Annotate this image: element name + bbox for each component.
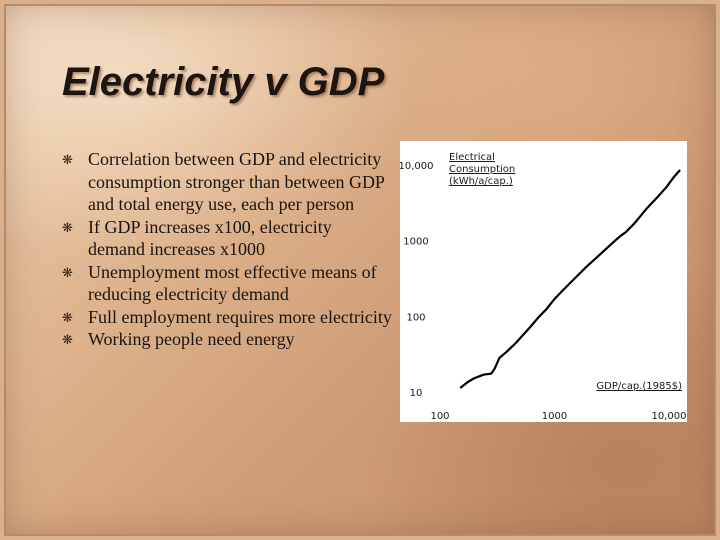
y-axis-label-line: (kWh/a/cap.)	[449, 176, 513, 187]
chart-panel: Electrical Consumption (kWh/a/cap.) 10,000…	[400, 141, 687, 422]
sparkle-bullet-icon: ❋	[62, 152, 73, 167]
bullet-item: ❋ Unemployment most effective means of re…	[62, 261, 392, 306]
bullet-text: Working people need energy	[88, 329, 295, 349]
y-tick-label: 1000	[403, 237, 428, 248]
bullet-text: Correlation between GDP and electricity …	[88, 149, 385, 214]
x-axis-label: GDP/cap.(1985$)	[596, 381, 682, 392]
bullet-item: ❋ Full employment requires more electrici…	[62, 306, 392, 329]
y-tick-label: 10,000	[400, 161, 434, 172]
bullet-item: ❋ If GDP increases x100, electricity dema…	[62, 216, 392, 261]
bullet-item: ❋ Correlation between GDP and electricity…	[62, 148, 392, 216]
sparkle-bullet-icon: ❋	[62, 309, 73, 325]
sparkle-bullet-icon: ❋	[62, 219, 73, 235]
series-line	[459, 169, 681, 389]
sparkle-bullet-icon: ❋	[62, 332, 73, 347]
bullet-text: If GDP increases x100, electricity deman…	[88, 216, 332, 260]
y-tick-label: 100	[406, 312, 425, 323]
bullet-list: ❋ Correlation between GDP and electricity…	[62, 148, 392, 351]
y-axis-label-line: Consumption	[449, 164, 515, 175]
x-tick-label: 10,000	[651, 411, 686, 422]
bullet-text: Full employment requires more electricit…	[88, 306, 392, 327]
y-tick-label: 10	[410, 388, 423, 399]
y-axis-label-line: Electrical	[449, 152, 495, 163]
slide-title: Electricity v GDP	[62, 60, 385, 104]
series-lines	[459, 169, 681, 389]
x-tick-labels: 100 1000 10,000	[430, 411, 686, 422]
y-tick-labels: 10,000 1000 100 10	[400, 161, 434, 399]
bullet-text: Unemployment most effective means of red…	[88, 261, 377, 305]
sparkle-bullet-icon: ❋	[62, 264, 73, 280]
bullet-item: ❋ Working people need energy	[62, 328, 392, 351]
x-tick-label: 1000	[542, 411, 567, 422]
x-tick-label: 100	[430, 411, 449, 422]
